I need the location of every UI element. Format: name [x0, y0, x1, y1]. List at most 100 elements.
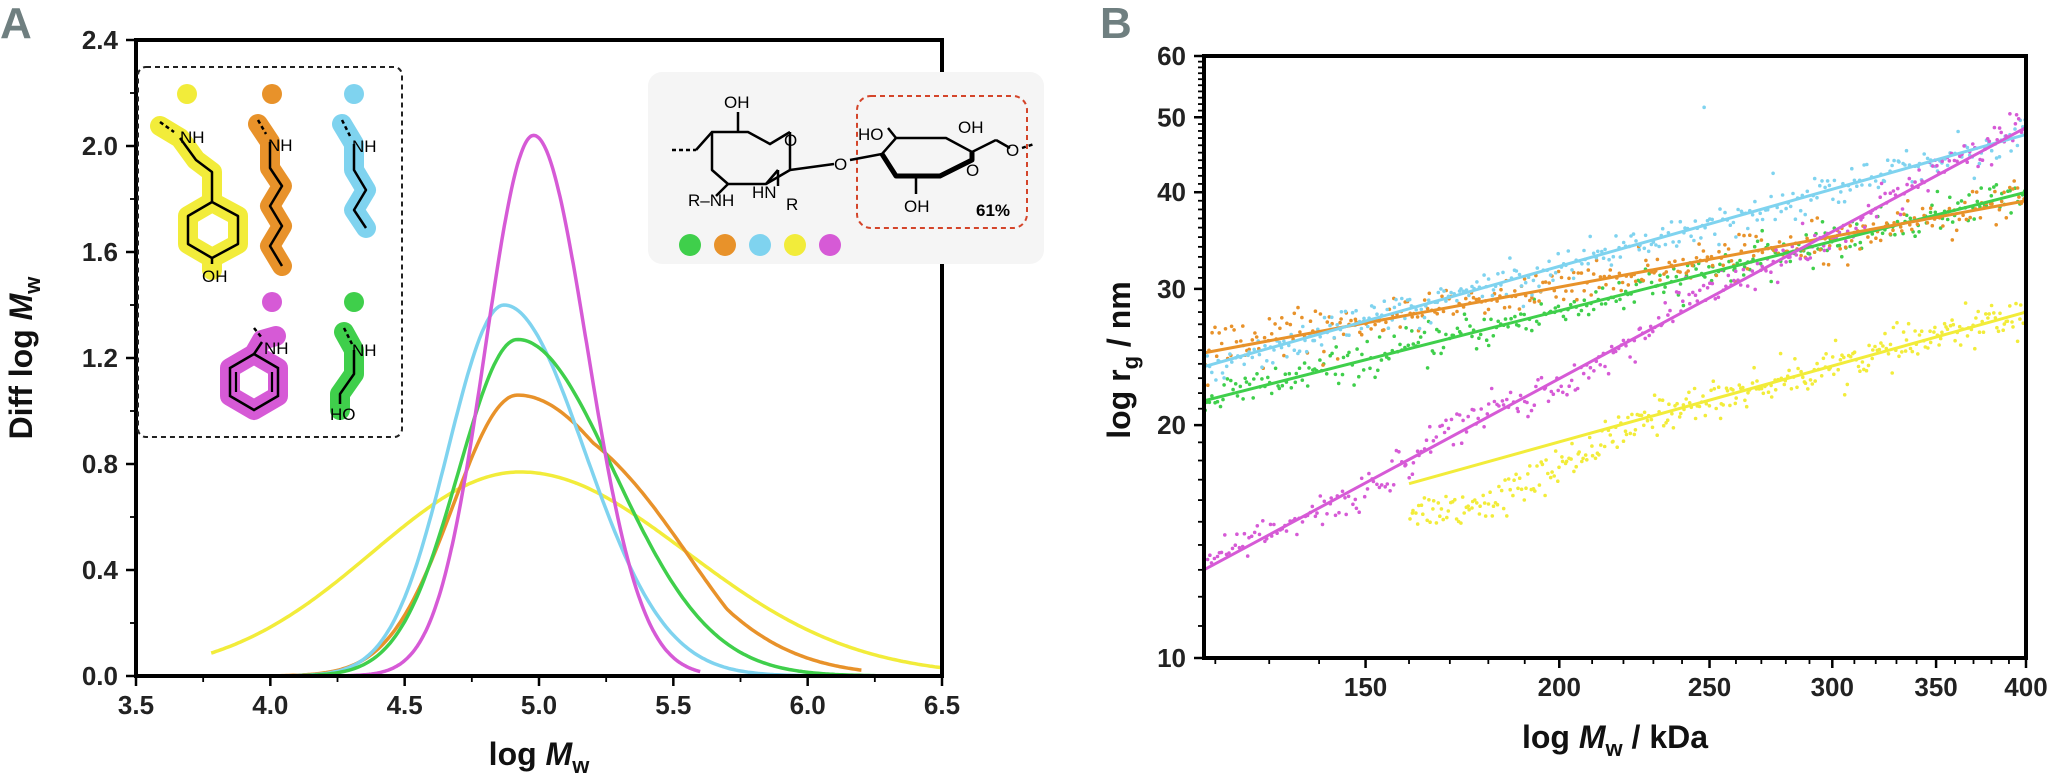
point-orange	[1262, 335, 1267, 340]
point-orange	[1928, 206, 1933, 210]
point-green	[1376, 368, 1380, 373]
point-magenta	[1318, 494, 1323, 498]
point-orange	[1339, 317, 1343, 321]
point-magenta	[1569, 378, 1574, 383]
point-magenta	[1643, 336, 1647, 341]
point-cyan	[1862, 163, 1866, 167]
point-yellow	[1486, 502, 1491, 506]
point-green	[1935, 189, 1940, 194]
point-yellow	[1974, 316, 1978, 320]
point-magenta	[1800, 221, 1805, 226]
point-yellow	[1819, 374, 1824, 378]
point-yellow	[1574, 464, 1578, 469]
point-yellow	[1862, 367, 1866, 372]
point-magenta	[1411, 461, 1416, 465]
point-green	[1225, 377, 1230, 381]
point-magenta	[1575, 386, 1580, 391]
point-green	[1992, 185, 1996, 189]
point-yellow	[1703, 413, 1708, 418]
point-yellow	[1553, 449, 1558, 453]
point-orange	[1232, 328, 1236, 332]
percent-label: 61%	[976, 201, 1010, 220]
point-orange	[1273, 322, 1277, 326]
point-magenta	[1333, 513, 1338, 518]
curve-magenta	[337, 133, 701, 678]
point-magenta	[1268, 522, 1273, 527]
point-orange	[1961, 213, 1965, 217]
point-orange	[1298, 330, 1302, 334]
point-orange	[1517, 307, 1522, 311]
point-cyan	[1414, 308, 1418, 312]
point-orange	[1788, 235, 1793, 239]
point-cyan	[1548, 273, 1553, 277]
point-yellow	[1670, 411, 1674, 416]
point-yellow	[1795, 385, 1799, 390]
point-yellow	[1910, 349, 1915, 354]
point-cyan	[1823, 185, 1827, 190]
point-magenta	[2013, 122, 2018, 126]
y-tick-label: 1.2	[82, 343, 118, 373]
point-yellow	[1483, 514, 1488, 518]
point-yellow	[1951, 322, 1956, 327]
point-cyan	[1674, 244, 1679, 248]
point-green	[1273, 366, 1278, 371]
point-yellow	[1743, 398, 1747, 403]
point-orange	[1920, 206, 1925, 211]
point-yellow	[1957, 324, 1962, 329]
point-magenta	[1952, 158, 1957, 163]
point-magenta	[1388, 489, 1392, 493]
point-yellow	[1671, 426, 1676, 430]
point-yellow	[1590, 453, 1595, 458]
point-green	[1663, 285, 1667, 289]
point-cyan	[1580, 262, 1584, 266]
point-yellow	[1755, 379, 1759, 383]
point-yellow	[1989, 303, 1994, 308]
point-yellow	[1546, 471, 1550, 476]
point-yellow	[1667, 402, 1671, 407]
point-green	[1840, 254, 1844, 259]
point-yellow	[1630, 412, 1634, 417]
point-green	[1340, 372, 1345, 377]
point-orange	[1502, 305, 1507, 310]
point-magenta	[1505, 397, 1509, 402]
point-magenta	[1451, 442, 1456, 447]
point-cyan	[1758, 211, 1762, 216]
point-cyan	[1496, 272, 1500, 276]
point-yellow	[1916, 352, 1920, 356]
point-cyan	[1818, 183, 1822, 188]
point-yellow	[1581, 456, 1585, 461]
point-green	[1522, 312, 1526, 317]
point-orange	[1993, 189, 1997, 194]
point-green	[1539, 302, 1543, 306]
panel-b-frame	[1202, 54, 2028, 660]
point-magenta	[1896, 186, 1900, 191]
point-yellow	[1550, 470, 1554, 474]
point-orange	[1815, 216, 1820, 220]
point-green	[1365, 339, 1369, 344]
point-yellow	[1446, 509, 1451, 513]
point-cyan	[1531, 278, 1536, 283]
tyramine-oh-label: OH	[202, 267, 228, 286]
point-cyan	[1812, 176, 1817, 181]
point-cyan	[1614, 234, 1618, 238]
point-green	[1959, 199, 1964, 203]
point-yellow	[1864, 368, 1869, 373]
point-yellow	[1514, 472, 1518, 477]
point-magenta	[1997, 126, 2002, 130]
point-yellow	[1928, 329, 1932, 334]
point-yellow	[1516, 486, 1520, 491]
point-cyan	[1965, 145, 1970, 150]
point-cyan	[1359, 326, 1364, 331]
point-yellow	[1540, 462, 1545, 467]
point-magenta	[1359, 476, 1364, 481]
point-yellow	[1728, 403, 1732, 408]
point-green	[1517, 324, 1521, 328]
point-green	[1662, 290, 1666, 295]
point-orange	[1513, 289, 1517, 293]
point-yellow	[1904, 338, 1909, 342]
point-cyan	[1442, 289, 1446, 293]
point-magenta	[1900, 207, 1905, 211]
point-yellow	[1431, 499, 1436, 503]
point-orange	[1760, 250, 1765, 255]
